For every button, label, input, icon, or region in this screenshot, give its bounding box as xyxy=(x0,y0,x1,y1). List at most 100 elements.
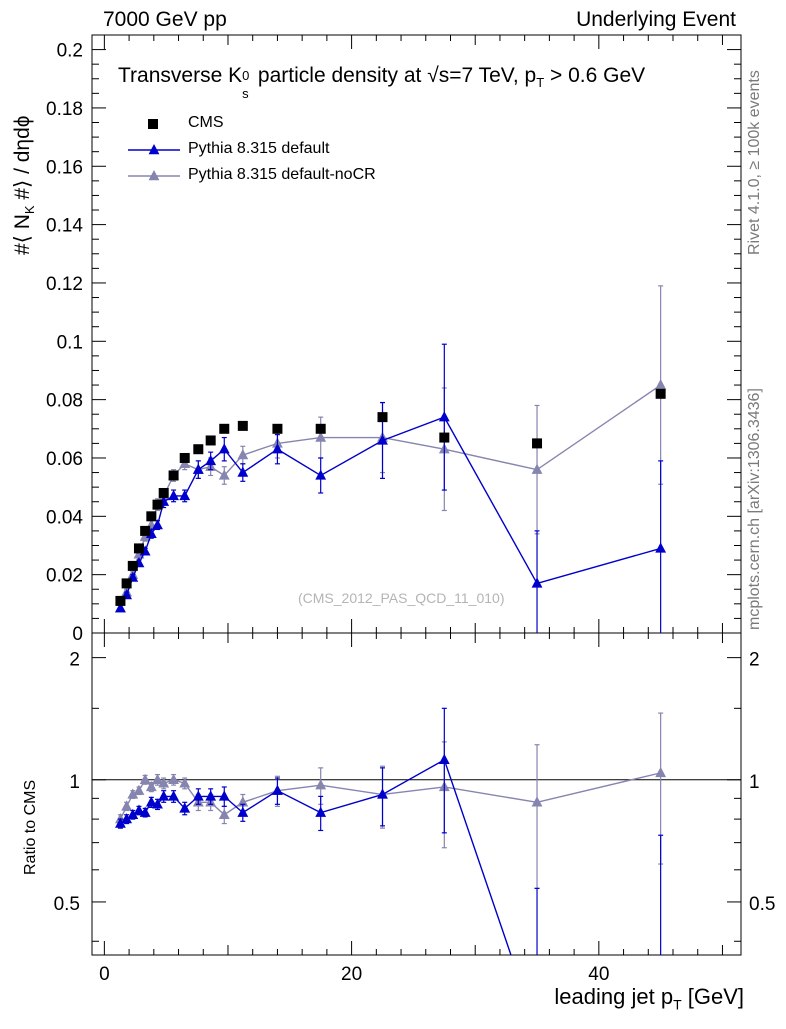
y-tick-label: 0.16 xyxy=(46,157,83,178)
ratio-default-point xyxy=(438,753,450,765)
main-default-point xyxy=(168,489,179,501)
main-default-point xyxy=(218,443,230,454)
legend-nocr-marker xyxy=(148,170,160,181)
y-tick-label: 0.08 xyxy=(46,391,83,412)
main-nocr-line xyxy=(119,384,662,609)
main-nocr-point xyxy=(237,449,249,460)
y-tick-label: 0.14 xyxy=(46,216,83,237)
header-left: 7000 GeV pp xyxy=(103,8,227,31)
main-default-point xyxy=(192,463,204,474)
plot-title-a: Transverse K xyxy=(118,64,243,87)
ratio-default-point xyxy=(272,784,283,795)
legend-default-label: Pythia 8.315 default xyxy=(188,140,330,157)
main-cms-point xyxy=(121,578,132,589)
main-cms-point xyxy=(237,420,248,431)
mcplots-label: mcplots.cern.ch [arXiv:1306.3436] xyxy=(746,388,763,630)
legend-default-marker xyxy=(148,144,160,155)
ratio-default-point xyxy=(115,817,126,828)
main-default-point xyxy=(152,519,163,530)
ratio-tick-label-right: 2 xyxy=(749,650,760,671)
main-cms-point xyxy=(152,499,163,510)
ratio-default-point xyxy=(145,796,157,807)
y-tick-label: 0.04 xyxy=(46,507,83,528)
ratio-nocr-point xyxy=(121,800,133,811)
plot-title-b: particle density at xyxy=(252,64,428,87)
rivet-label: Rivet 4.1.0, ≥ 100k events xyxy=(746,70,763,255)
x-tick-label: 40 xyxy=(588,964,609,985)
main-cms-point xyxy=(179,452,190,463)
x-tick-label: 20 xyxy=(341,964,362,985)
main-cms-point xyxy=(532,438,543,449)
main-default-point xyxy=(438,411,450,422)
main-nocr-point xyxy=(315,431,327,442)
main-cms-point xyxy=(158,487,169,498)
plot-title-sub: s xyxy=(242,86,249,101)
legend-cms-label: CMS xyxy=(188,114,224,131)
main-cms-point xyxy=(193,444,204,455)
ratio-default-point xyxy=(179,802,191,813)
y-tick-label: 0.2 xyxy=(57,41,83,62)
main-default-point xyxy=(272,443,283,454)
main-cms-point xyxy=(315,423,326,434)
ratio-default-point xyxy=(377,788,388,799)
main-cms-point xyxy=(377,412,388,423)
main-cms-point xyxy=(168,470,179,481)
main-default-point xyxy=(531,577,543,588)
ratio-default-point xyxy=(127,808,139,819)
ratio-nocr-point xyxy=(218,808,230,819)
y-tick-label: 0.02 xyxy=(46,566,83,587)
main-cms-point xyxy=(140,525,151,536)
main-cms-point xyxy=(655,388,666,399)
ratio-nocr-point xyxy=(315,779,327,790)
main-nocr-point xyxy=(218,469,230,480)
y-tick-label: 0.06 xyxy=(46,449,83,470)
ratio-nocr-point xyxy=(127,788,139,799)
ratio-tick-label-right: 1 xyxy=(749,772,760,793)
main-default-point xyxy=(655,542,667,553)
main-nocr-point xyxy=(655,379,667,390)
ratio-default-point xyxy=(133,804,145,815)
ratio-default-point xyxy=(218,790,230,801)
main-cms-point xyxy=(439,432,450,443)
plot-title-sup: 0 xyxy=(242,68,250,83)
ratio-default-point xyxy=(660,953,662,955)
ratio-tick-label-right: 0.5 xyxy=(749,894,775,915)
main-cms-point xyxy=(219,423,230,434)
ratio-y-axis-label: Ratio to CMS xyxy=(22,779,39,875)
ratio-default-point xyxy=(158,790,170,801)
y-tick-label: 0.18 xyxy=(46,99,83,120)
ratio-nocr-point xyxy=(145,780,157,792)
main-default-point xyxy=(205,454,217,466)
ratio-nocr-point xyxy=(152,773,163,784)
ratio-tick-label: 0.5 xyxy=(54,894,80,915)
analysis-watermark: (CMS_2012_PAS_QCD_11_010) xyxy=(298,590,505,606)
main-cms-point xyxy=(127,560,138,571)
ratio-default-point xyxy=(139,806,151,817)
y-tick-label: 0 xyxy=(72,624,83,645)
ratio-default-point xyxy=(152,798,163,809)
legend-nocr-label: Pythia 8.315 default-noCR xyxy=(188,166,376,183)
main-default-point xyxy=(115,602,126,613)
main-default-point xyxy=(237,466,249,477)
y-tick-label: 0.1 xyxy=(57,332,83,353)
ratio-tick-label: 2 xyxy=(69,650,80,671)
ratio-plot-frame xyxy=(91,632,742,956)
plot-title-sqrt: √ xyxy=(427,64,439,87)
ratio-nocr-point xyxy=(655,766,667,778)
plot-title-c: s=7 TeV, p xyxy=(438,64,537,87)
ratio-tick-label: 1 xyxy=(69,772,80,793)
ratio-default-point xyxy=(205,790,217,801)
legend-cms-marker xyxy=(148,119,158,129)
x-axis-label: leading jet pT [GeV] xyxy=(554,984,744,1013)
plot-title-sub2: T xyxy=(536,75,545,91)
ratio-default-point xyxy=(192,790,204,801)
main-default-point xyxy=(377,434,388,445)
main-cms-point xyxy=(115,595,126,606)
plot-title-d: > 0.6 GeV xyxy=(544,64,646,87)
main-nocr-point xyxy=(531,463,543,474)
main-default-point xyxy=(315,469,327,480)
y-axis-label: #⟨ NK #⟩ / dηdϕ xyxy=(11,115,38,255)
main-default-point xyxy=(179,489,191,501)
